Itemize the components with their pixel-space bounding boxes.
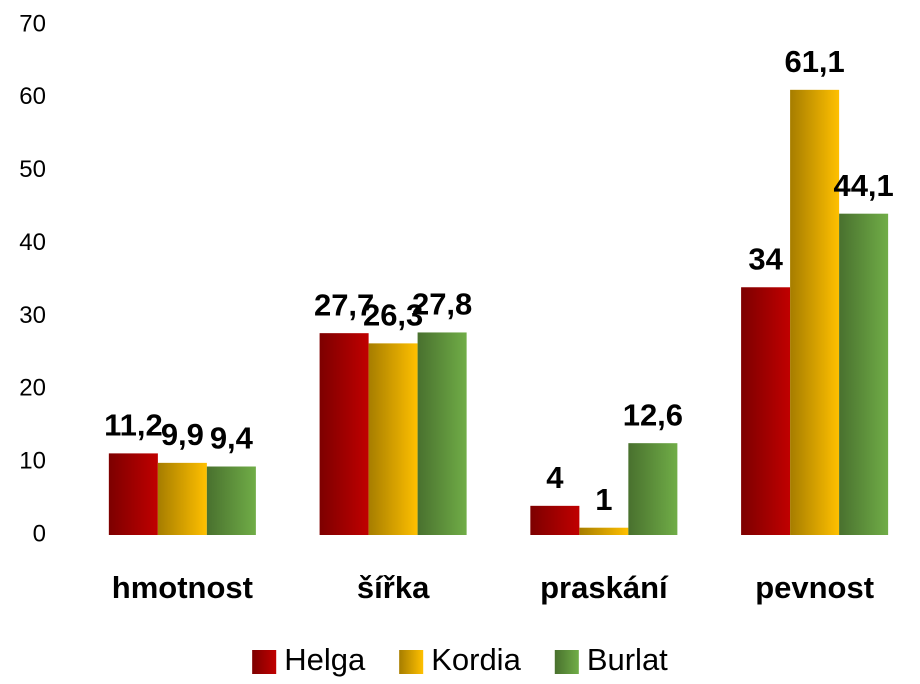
bar-shade (790, 89, 840, 535)
bar-shade (530, 505, 580, 535)
x-tick-label: hmotnost (112, 570, 253, 605)
data-label: 27,8 (412, 287, 472, 322)
data-label: 26,3 (363, 298, 423, 333)
bar-shade (628, 443, 678, 535)
data-label: 1 (595, 482, 612, 517)
y-tick-label: 60 (19, 83, 46, 110)
x-tick-label: pevnost (755, 570, 874, 605)
bar-shade (741, 287, 791, 535)
data-label: 34 (748, 241, 783, 276)
y-tick-label: 30 (19, 302, 46, 329)
data-label: 11,2 (104, 408, 163, 443)
legend-swatch-shade (252, 650, 277, 674)
legend-label: Burlat (587, 642, 668, 677)
bar-shade (319, 333, 369, 535)
data-label: 12,6 (623, 397, 683, 432)
data-label: 61,1 (784, 44, 844, 79)
x-tick-label: šířka (357, 570, 430, 605)
bar-shade (157, 462, 207, 535)
y-tick-label: 10 (19, 447, 46, 474)
data-label: 4 (546, 460, 564, 495)
y-tick-label: 0 (33, 520, 46, 547)
data-label: 9,9 (161, 417, 204, 452)
bar-shade (368, 343, 418, 535)
data-label: 27,7 (314, 287, 374, 322)
legend-label: Kordia (431, 642, 521, 677)
bar-shade (206, 466, 256, 535)
y-tick-label: 50 (19, 156, 46, 183)
bar-shade (417, 332, 467, 535)
data-label: 9,4 (210, 421, 254, 456)
data-label: 44,1 (833, 168, 893, 203)
y-tick-label: 40 (19, 229, 46, 256)
y-tick-label: 20 (19, 375, 46, 402)
bar-shade (579, 527, 629, 535)
y-tick-label: 70 (19, 10, 46, 37)
x-tick-label: praskání (540, 570, 669, 605)
bar-shade (108, 453, 158, 535)
legend-label: Helga (284, 642, 366, 677)
legend-swatch-shade (399, 650, 424, 674)
bar-shade (839, 213, 889, 535)
legend-swatch-shade (554, 650, 579, 674)
